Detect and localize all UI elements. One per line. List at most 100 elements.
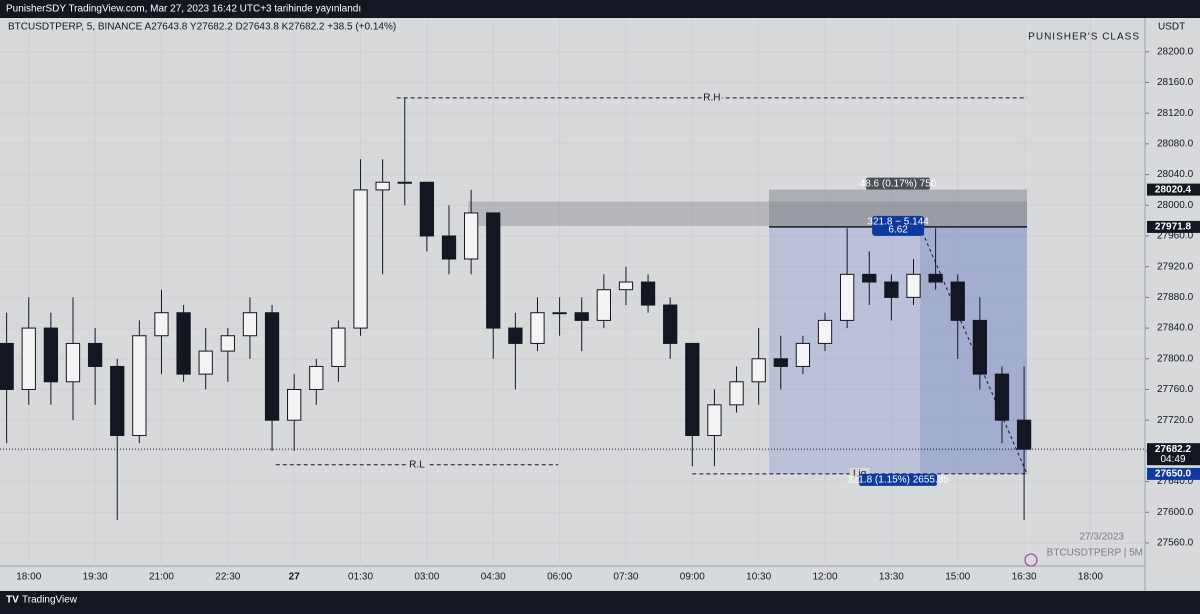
candle-body bbox=[994, 373, 1010, 421]
candle-body bbox=[618, 281, 634, 291]
y-tick-label: 27560.0 bbox=[1157, 538, 1194, 549]
level-label: R.H bbox=[703, 92, 720, 103]
candle-body bbox=[0, 342, 14, 390]
candle-body bbox=[21, 327, 36, 390]
y-tick-label: 28120.0 bbox=[1157, 108, 1194, 119]
candle-body bbox=[264, 312, 280, 421]
x-tick-label: 06:00 bbox=[547, 572, 572, 583]
candle-body bbox=[198, 350, 213, 375]
price-badge-label: 27682.2 bbox=[1155, 444, 1192, 455]
candle-body bbox=[906, 273, 921, 298]
candle-body bbox=[287, 388, 302, 421]
candle-body bbox=[397, 181, 412, 184]
candle-body bbox=[132, 335, 147, 437]
y-tick-label: 27720.0 bbox=[1157, 415, 1194, 426]
legend-text: BTCUSDTPERP, 5, BINANCE A27643.8 Y27682.… bbox=[8, 22, 396, 33]
watermark: PUNISHER'S CLASS bbox=[1028, 32, 1140, 43]
x-tick-label: 16:30 bbox=[1012, 572, 1037, 583]
level-label-bg bbox=[406, 458, 427, 471]
candle-body bbox=[928, 273, 943, 283]
price-badge-label: 27971.8 bbox=[1155, 222, 1192, 233]
price-badge-label: 28020.4 bbox=[1155, 184, 1192, 195]
y-tick-label: 28080.0 bbox=[1157, 139, 1194, 150]
level-label: Liq bbox=[853, 469, 866, 480]
y-tick-label: 28040.0 bbox=[1157, 169, 1194, 180]
candle-body bbox=[707, 404, 722, 437]
x-tick-label: 10:30 bbox=[746, 572, 771, 583]
y-tick-label: 28160.0 bbox=[1157, 77, 1194, 88]
footer-text: TradingView bbox=[22, 595, 78, 606]
x-tick-label: 09:00 bbox=[680, 572, 705, 583]
y-tick-label: 28000.0 bbox=[1157, 200, 1194, 211]
candle-body bbox=[729, 381, 744, 406]
candle-body bbox=[596, 289, 611, 321]
candle-body bbox=[1016, 419, 1032, 450]
price-badge bbox=[1147, 220, 1200, 233]
x-tick-label: 07:30 bbox=[613, 572, 638, 583]
candle-body bbox=[685, 342, 700, 437]
candle-body bbox=[110, 365, 125, 437]
price-badge bbox=[1147, 183, 1200, 196]
header-bar bbox=[0, 0, 1200, 18]
candle-body bbox=[375, 181, 390, 191]
x-tick-label: 01:30 bbox=[348, 572, 373, 583]
footer-bar bbox=[0, 591, 1200, 609]
supply-zone bbox=[468, 201, 1028, 226]
x-tick-label: 22:30 bbox=[215, 572, 240, 583]
x-tick-label: 27 bbox=[289, 572, 301, 583]
candle-body bbox=[242, 312, 258, 337]
countdown-label: 04:49 bbox=[1160, 454, 1185, 465]
x-tick-label: 04:30 bbox=[481, 572, 506, 583]
level-label-bg bbox=[701, 91, 722, 104]
candle-body bbox=[950, 281, 965, 321]
candle-body bbox=[463, 212, 479, 260]
candle-body bbox=[508, 327, 523, 344]
candle-body bbox=[552, 312, 567, 315]
alert-icon[interactable] bbox=[1024, 553, 1038, 567]
candle-body bbox=[441, 235, 457, 260]
y-tick-label: 27760.0 bbox=[1157, 384, 1194, 395]
candle-body bbox=[486, 212, 501, 329]
y-tick-label: 28200.0 bbox=[1157, 46, 1194, 57]
price-badge bbox=[1147, 443, 1200, 466]
y-tick-label: 27800.0 bbox=[1157, 353, 1194, 364]
candle-body bbox=[309, 365, 324, 390]
y-tick-label: 27880.0 bbox=[1157, 292, 1194, 303]
target-label: 321.8 (1.15%) 2655.35 bbox=[847, 475, 949, 486]
stop-label-bg bbox=[866, 177, 931, 190]
y-tick-label: 27600.0 bbox=[1157, 507, 1194, 518]
y-tick-label: 27920.0 bbox=[1157, 261, 1194, 272]
candle-body bbox=[419, 181, 435, 237]
candle-body bbox=[353, 189, 368, 329]
level-label: R.L bbox=[409, 459, 425, 470]
entry-label-bg bbox=[872, 215, 925, 236]
candle-body bbox=[176, 312, 191, 375]
candle-body bbox=[154, 312, 169, 337]
candle-body bbox=[530, 312, 545, 344]
x-tick-label: 13:30 bbox=[879, 572, 904, 583]
candle-body bbox=[87, 342, 103, 367]
price-badge-label: 27650.0 bbox=[1155, 469, 1192, 480]
candle-body bbox=[65, 342, 81, 383]
candle-body bbox=[862, 273, 877, 283]
x-tick-label: 19:30 bbox=[83, 572, 108, 583]
target-label-bg bbox=[859, 473, 938, 486]
y-tick-label: 27840.0 bbox=[1157, 323, 1194, 334]
candle-body bbox=[751, 358, 766, 383]
header-text: PunisherSDY TradingView.com, Mar 27, 202… bbox=[6, 4, 361, 15]
date-label: 27/3/2023 bbox=[1080, 532, 1125, 543]
candle-body bbox=[640, 281, 656, 306]
x-tick-label: 03:00 bbox=[414, 572, 439, 583]
stop-label: 48.6 (0.17%) 750 bbox=[860, 178, 937, 189]
x-tick-label: 18:00 bbox=[16, 572, 41, 583]
y-tick-label: 27960.0 bbox=[1157, 231, 1194, 242]
candle-body bbox=[972, 319, 987, 375]
ratio-label: 6.62 bbox=[888, 225, 908, 236]
logo: TV bbox=[6, 595, 19, 606]
y-tick-label: 27640.0 bbox=[1157, 476, 1194, 487]
symbol-label: BTCUSDTPERP | 5M bbox=[1047, 548, 1143, 559]
candle-body bbox=[817, 319, 833, 344]
candle-body bbox=[840, 273, 855, 321]
